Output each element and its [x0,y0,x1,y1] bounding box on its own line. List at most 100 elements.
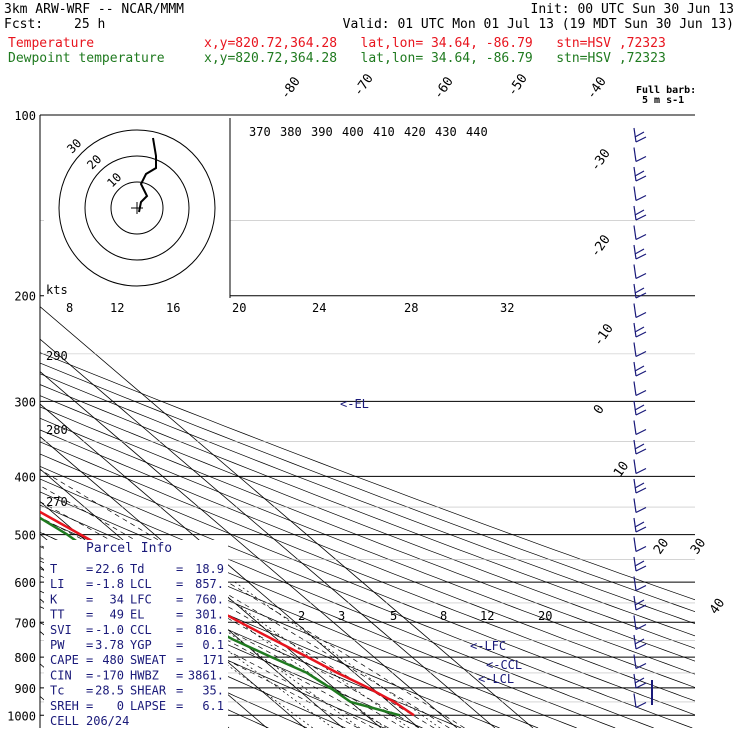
wind-barb-flag [635,155,647,163]
isotherm-label: -80 [278,74,304,102]
dry-adiabat [40,429,695,688]
hodo-speed-label: 32 [500,301,514,315]
parcel-index-name: SVI [50,623,72,637]
wind-barb-staff [633,186,637,201]
parcel-index-name: PW [50,638,65,652]
wind-barb-staff [633,654,637,669]
wind-barb-staff [633,361,637,377]
wind-barb-flag [635,136,647,143]
wind-barb-flag [634,599,645,606]
pressure-label: 900 [14,682,36,696]
wind-barb-staff [633,556,637,572]
parcel-index-name: HWBZ [130,668,159,682]
isotherm-label: 0 [591,402,608,417]
wind-barb-flag [634,560,645,567]
theta-label: 390 [311,125,333,139]
mixing-ratio-label: 5 [390,609,397,623]
hodo-speed-label: 20 [232,301,246,315]
mixing-ratio-label: 12 [480,609,494,623]
isotherm-line [40,306,534,728]
wind-barb-staff [633,225,637,240]
lfc-marker: <-LFC [470,639,506,653]
wind-barb-staff [633,381,637,396]
isotherm-label: -10 [591,321,617,349]
wind-barb-staff [633,576,637,591]
dry-adiabat [40,352,695,601]
wind-barb-flag [635,370,647,377]
isotherm-label: -50 [505,71,531,99]
theta-label: 400 [342,125,364,139]
dry-adiabat [40,575,385,728]
wind-barb-flag [635,292,647,299]
dry-adiabat [40,384,695,637]
dry-adiabat [40,406,695,662]
isotherm-label: -70 [351,71,377,99]
temperature-legend: Temperature [8,36,95,51]
wind-barb-flag [635,214,647,221]
isotherm-line [0,115,39,728]
wind-barb-staff [633,615,637,630]
dry-adiabat [40,453,695,716]
parcel-index-eq: = [86,592,93,606]
parcel-index-eq: = [176,638,183,652]
theta-label: 410 [373,125,395,139]
wind-barb-flag [635,233,647,241]
parcel-index-value: 3.78 [95,638,124,652]
forecast-label: Fcst: [4,17,44,32]
theta-label: 370 [249,125,271,139]
wind-barb-staff [633,498,637,513]
wind-barb-flag [634,443,645,450]
wind-barb-flag [635,623,647,631]
wind-barb-staff [633,517,637,533]
wind-barb-flag [634,521,645,528]
hodo-speed-label: 24 [312,301,326,315]
pressure-label: 400 [14,470,36,484]
theta-label: 270 [46,495,68,509]
wind-barb-flag [635,272,647,280]
wind-barb-staff [633,439,637,455]
parcel-index-eq: = [86,684,93,698]
el-marker: <-EL [340,397,369,411]
wind-barb-staff [633,400,637,416]
wind-barb-flag [635,331,647,338]
theta-label: 280 [46,423,68,437]
pressure-label: 700 [14,616,36,630]
wind-barb-flag [635,311,647,319]
parcel-index-value: 857. [195,577,224,591]
wind-barb-staff [633,127,637,143]
barb-legend-units: 5 m s-1 [642,95,684,106]
wind-barb-flag [634,482,645,489]
pressure-label: 1000 [7,709,36,723]
model-title: 3km ARW-WRF -- NCAR/MMM [4,2,185,17]
parcel-index-value: 171 [202,653,224,667]
wind-barb-flag [635,506,647,514]
wind-barb-flag [634,365,645,372]
wind-barb-staff [633,244,637,260]
hodograph-ring [84,155,190,261]
parcel-index-eq: = [86,577,93,591]
parcel-index-value: 22.6 [95,562,124,576]
wind-barb-staff [633,420,637,435]
wind-barb-flag [634,677,645,684]
theta-label: 440 [466,125,488,139]
hodo-speed-label: 12 [110,301,124,315]
wind-barb-staff [633,693,637,708]
parcel-index-value: 760. [195,592,224,606]
parcel-info-title: Parcel Info [86,541,172,556]
wind-barb-flag [635,701,647,709]
wind-barb-flag [635,682,647,689]
mixing-ratio-line [134,581,334,728]
theta-label: 290 [46,349,68,363]
parcel-index-value: 480 [102,653,124,667]
dewpoint-legend: Dewpoint temperature [8,51,165,66]
parcel-index-eq: = [86,562,93,576]
ccl-marker: <-CCL [486,658,522,672]
parcel-index-value: 0 [117,699,124,713]
wind-barb-flag [634,638,645,645]
parcel-index-name: CELL [50,714,79,728]
hodo-speed-label: 28 [404,301,418,315]
wind-barb-staff [633,205,637,221]
dewpoint-profile [40,516,401,717]
parcel-index-name: SWEAT [130,653,166,667]
parcel-index-value: 816. [195,623,224,637]
